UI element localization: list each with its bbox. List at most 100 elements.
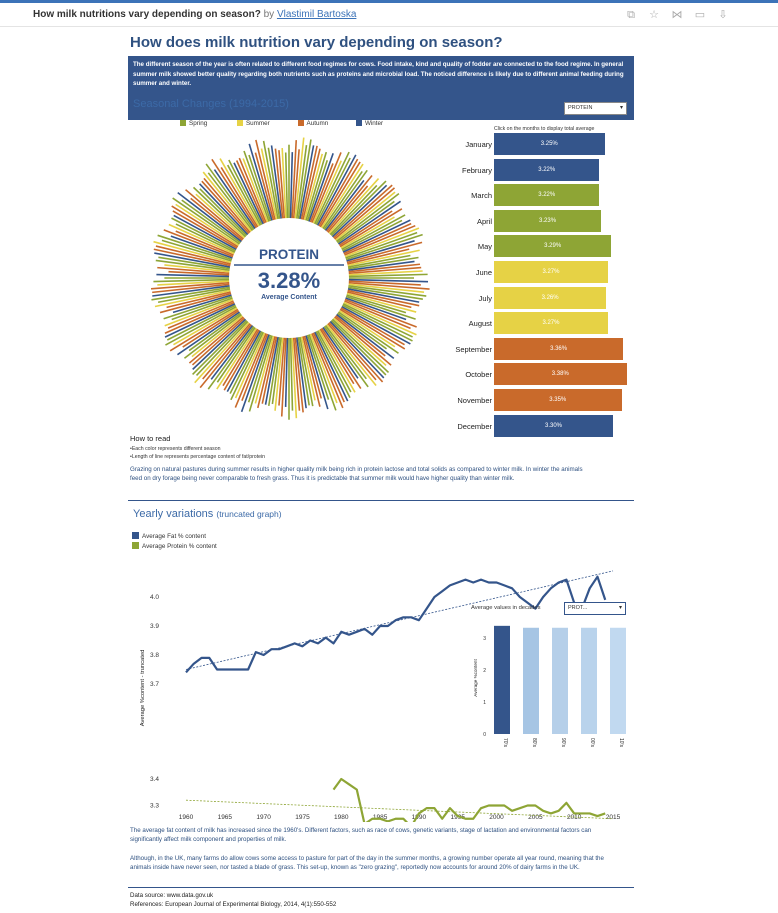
legend-spring[interactable]: Spring [180,120,207,127]
protein-series-line[interactable] [332,777,606,822]
radial-ray [183,312,244,359]
month-bar[interactable]: 3.22% [494,184,600,207]
month-label[interactable]: September [455,344,492,354]
month-label[interactable]: June [475,268,492,277]
download-icon[interactable]: ⇩ [718,9,728,21]
intro-box: The different season of the year is ofte… [128,56,634,120]
month-bar[interactable]: 3.29% [494,235,612,258]
radial-ray [346,273,428,278]
month-bar[interactable]: 3.30% [494,414,613,437]
radial-ray [150,281,232,290]
radial-ray [267,147,281,221]
radial-ray [331,316,387,367]
radial-ray [164,298,236,327]
radial-ray [267,335,281,406]
radial-ray [260,148,278,222]
month-bar[interactable]: 3.36% [494,337,624,360]
decade-bar[interactable] [610,627,626,734]
nutrient-dropdown[interactable]: PROTEIN [564,102,627,115]
radial-ray [216,325,257,383]
share-icon[interactable]: ⋈ [671,9,683,21]
radial-ray [247,332,272,403]
radial-ray [157,266,232,275]
radial-ray [298,334,314,407]
radial-ray [330,184,388,239]
radial-ray [166,290,233,309]
month-label[interactable]: December [457,421,492,431]
radial-ray [304,333,329,410]
radial-ray [153,278,232,283]
radial-ray [301,148,321,222]
radial-ray [346,256,419,270]
center-label: Average Content [261,294,317,301]
month-bar[interactable]: 3.38% [494,363,627,386]
month-label[interactable]: April [476,216,492,226]
radial-ray [310,331,344,409]
radial-ray [344,240,415,263]
radial-center-disc [229,218,349,338]
legend-winter[interactable]: Winter [355,120,384,127]
month-label[interactable]: May [477,242,492,252]
yearly-legend-protein[interactable]: Average Protein % content [132,542,217,550]
legend-summer-label: Summer [245,120,270,127]
radial-ray [322,169,368,232]
radial-ray [164,302,237,338]
decades-dropdown[interactable]: PROT... [564,602,626,615]
click-hint: Click on the months to display total ave… [494,126,595,132]
month-bar[interactable]: 3.26% [494,286,607,309]
by-text: by [263,9,275,20]
month-label[interactable]: August [468,319,492,329]
radial-ray [340,219,403,253]
month-bar[interactable]: 3.35% [494,389,622,411]
month-bar[interactable]: 3.23% [494,209,602,232]
radial-ray [223,327,261,391]
radial-ray [241,331,269,401]
yearly-legend-fat[interactable]: Average Fat % content [132,532,206,540]
fat-series-line[interactable] [185,575,607,674]
month-bar[interactable]: 3.27% [494,312,608,335]
radial-ray [317,158,359,229]
legend-summer[interactable]: Summer [236,120,270,127]
decade-label: 90's [560,738,566,748]
month-label[interactable]: January [465,140,492,149]
month-bar[interactable]: 3.22% [494,158,600,181]
radial-ray [240,332,271,413]
x-tick-label: 1980 [334,814,349,821]
month-label[interactable]: November [457,396,492,405]
radial-ray [346,283,425,293]
decade-bar[interactable] [581,627,597,734]
month-bar[interactable]: 3.25% [494,133,605,155]
decade-bar[interactable] [523,627,539,734]
favorite-icon[interactable]: ☆ [649,9,659,21]
radial-ray [337,308,396,348]
radial-ray [228,159,264,227]
decade-label: 80's [531,738,537,748]
radial-ray [154,289,233,308]
decade-bar[interactable] [552,627,568,734]
radial-ray [191,313,245,358]
x-tick-label: 2000 [489,814,504,821]
month-label[interactable]: October [465,370,492,380]
month-label[interactable]: March [471,191,492,201]
month-bar[interactable]: 3.27% [494,261,608,283]
radial-ray [242,158,269,225]
legend-winter-label: Winter [364,120,384,127]
radial-ray [303,333,323,399]
viz-header: How milk nutritions vary depending on se… [0,3,778,27]
copy-icon[interactable]: ⧉ [627,9,635,21]
radial-ray [306,159,329,224]
radial-ray [264,334,280,405]
decade-bar[interactable] [494,625,510,734]
center-value: 3.28% [258,268,320,293]
radial-ray [346,270,423,276]
radial-ray [199,322,254,389]
seasonal-title: Seasonal Changes (1994-2015) [133,98,289,110]
dashboard-title: How does milk nutrition vary depending o… [130,34,503,51]
radial-ray [233,162,265,226]
radial-ray [213,169,257,231]
comment-icon[interactable]: ▭ [694,9,706,21]
month-label[interactable]: July [478,293,492,303]
legend-autumn[interactable]: Autumn [297,120,328,127]
author-link[interactable]: Vlastimil Bartoska [276,9,357,20]
month-label[interactable]: February [461,165,492,175]
